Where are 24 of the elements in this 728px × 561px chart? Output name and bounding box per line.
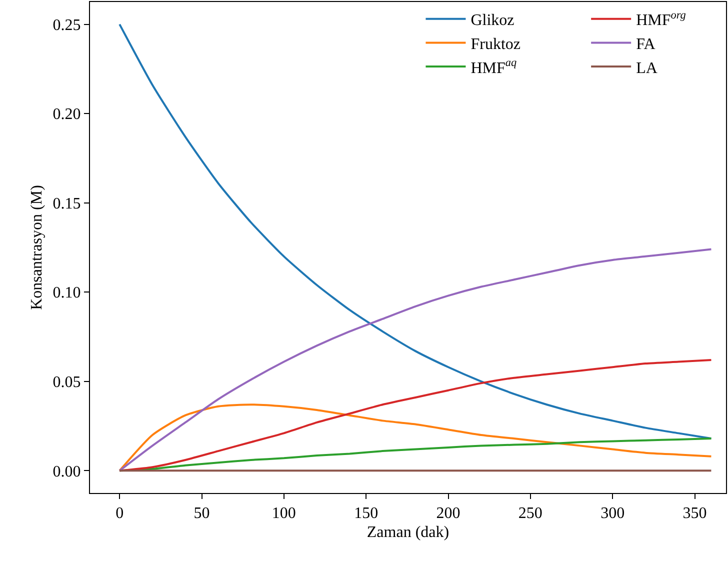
x-tick-label: 150 bbox=[354, 505, 378, 522]
y-tick-label: 0.00 bbox=[52, 463, 81, 480]
x-tick-label: 200 bbox=[436, 505, 460, 522]
x-tick-label: 100 bbox=[272, 505, 296, 522]
x-tick-label: 300 bbox=[600, 505, 625, 522]
y-tick-label: 0.20 bbox=[52, 106, 81, 124]
legend-label: HMF$^{aq}$ bbox=[470, 57, 517, 77]
x-tick-label: 350 bbox=[682, 505, 707, 522]
x-tick-label: 0 bbox=[116, 505, 124, 522]
y-axis-title: Konsantrasyon (M) bbox=[28, 185, 46, 310]
legend-label: HMF$^{org}$ bbox=[636, 9, 686, 30]
y-tick-label: 0.05 bbox=[52, 374, 81, 392]
y-tick-label: 0.25 bbox=[52, 16, 81, 34]
legend-label: Fruktoz bbox=[470, 36, 520, 53]
x-tick-label: 50 bbox=[194, 505, 210, 522]
y-tick-label: 0.15 bbox=[52, 195, 81, 212]
x-axis-title: Zaman (dak) bbox=[366, 524, 450, 541]
y-tick-label: 0.10 bbox=[52, 284, 81, 302]
legend-label: FA bbox=[636, 36, 656, 53]
x-tick-label: 250 bbox=[518, 505, 542, 522]
legend-label: LA bbox=[636, 60, 658, 77]
line-series bbox=[118, 248, 712, 472]
line-series bbox=[118, 404, 712, 472]
legend-label: Glikoz bbox=[470, 12, 514, 30]
